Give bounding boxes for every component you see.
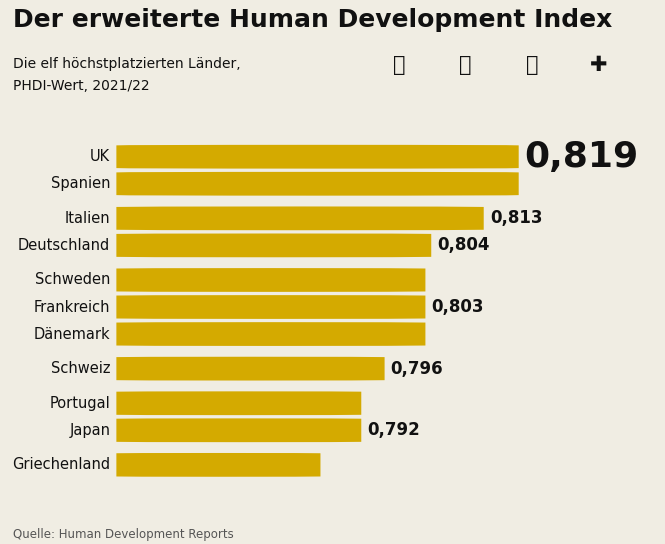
Text: UK: UK <box>90 149 110 164</box>
FancyBboxPatch shape <box>116 233 431 257</box>
FancyBboxPatch shape <box>116 268 426 292</box>
Text: 🌱: 🌱 <box>393 55 405 75</box>
Text: 0,813: 0,813 <box>489 209 542 227</box>
Text: Spanien: Spanien <box>51 176 110 191</box>
Text: 0,819: 0,819 <box>525 140 639 174</box>
Text: 0,796: 0,796 <box>390 360 444 378</box>
FancyBboxPatch shape <box>116 295 426 319</box>
Text: Der erweiterte Human Development Index: Der erweiterte Human Development Index <box>13 8 612 32</box>
FancyBboxPatch shape <box>116 357 384 381</box>
FancyBboxPatch shape <box>116 322 426 346</box>
FancyBboxPatch shape <box>116 418 361 442</box>
Text: 📖: 📖 <box>526 55 538 75</box>
Text: Japan: Japan <box>69 423 110 438</box>
Text: 0,804: 0,804 <box>438 237 490 255</box>
Text: Quelle: Human Development Reports: Quelle: Human Development Reports <box>13 528 234 541</box>
Text: Dänemark: Dänemark <box>34 326 110 342</box>
FancyBboxPatch shape <box>116 453 321 477</box>
Text: Frankreich: Frankreich <box>34 300 110 314</box>
Text: Italien: Italien <box>65 211 110 226</box>
Text: Deutschland: Deutschland <box>18 238 110 253</box>
Text: Portugal: Portugal <box>50 395 110 411</box>
FancyBboxPatch shape <box>116 145 519 169</box>
Text: Schweden: Schweden <box>35 273 110 287</box>
Text: 0,792: 0,792 <box>367 421 420 439</box>
Text: Griechenland: Griechenland <box>12 458 110 472</box>
Text: Die elf höchstplatzierten Länder,: Die elf höchstplatzierten Länder, <box>13 57 241 71</box>
FancyBboxPatch shape <box>116 207 483 230</box>
Text: 💰: 💰 <box>460 55 471 75</box>
Text: PHDI-Wert, 2021/22: PHDI-Wert, 2021/22 <box>13 79 150 93</box>
FancyBboxPatch shape <box>116 172 519 196</box>
Text: ✚: ✚ <box>590 55 607 75</box>
Text: 0,803: 0,803 <box>432 298 484 316</box>
Text: Schweiz: Schweiz <box>51 361 110 376</box>
FancyBboxPatch shape <box>116 391 361 415</box>
